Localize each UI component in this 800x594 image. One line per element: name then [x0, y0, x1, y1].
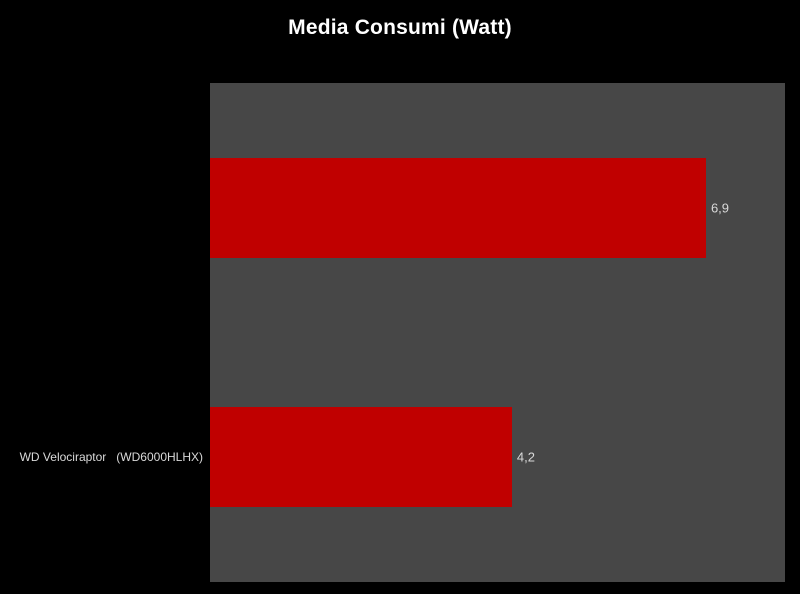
chart-title: Media Consumi (Watt)	[288, 16, 512, 39]
bar-value-label: 4,2	[516, 449, 535, 465]
category-label: WD Velociraptor (WD6000HLHX)	[19, 450, 203, 465]
category-axis-labels: WD Velociraptor (WD6000HLHX)	[0, 83, 206, 582]
bar-2	[210, 407, 512, 508]
bar-value-label: 6,9	[710, 200, 730, 216]
plot-area: 6,9 4,2	[210, 83, 785, 582]
bar-1	[210, 157, 706, 258]
